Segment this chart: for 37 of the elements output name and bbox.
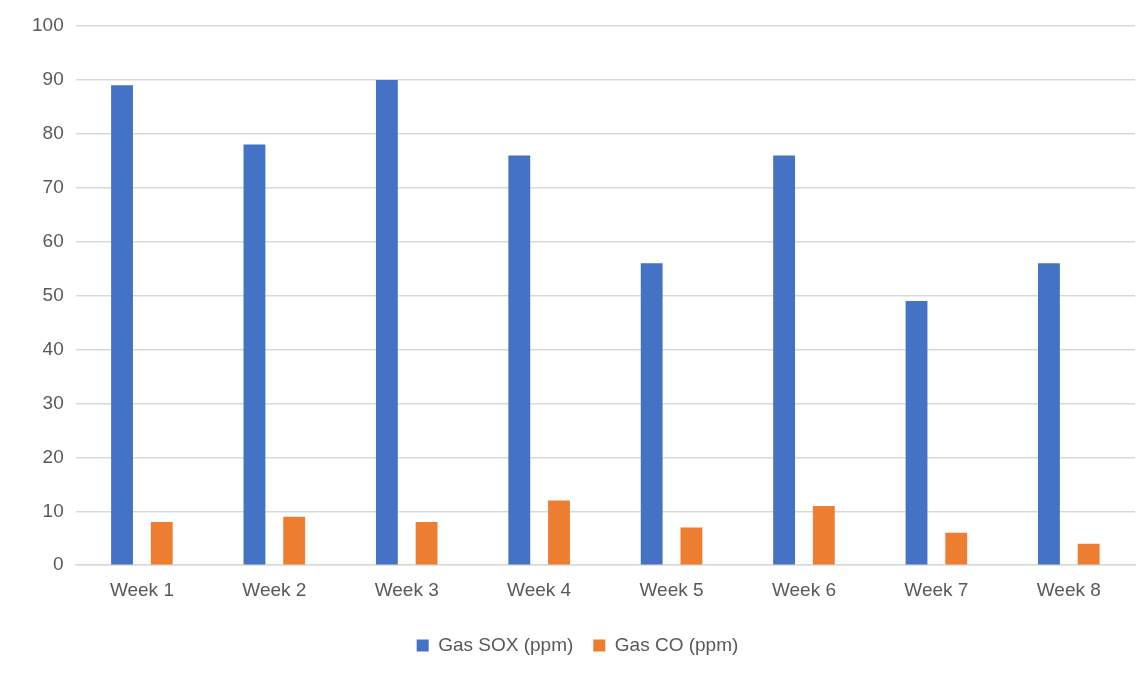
y-tick-label: 80: [42, 122, 64, 144]
x-tick-label: Week 2: [242, 578, 307, 600]
legend-label: Gas SOX (ppm): [438, 633, 574, 655]
bar: [905, 300, 928, 565]
x-tick-label: Week 3: [374, 578, 439, 600]
y-tick-label: 30: [42, 391, 64, 413]
x-tick-label: Week 7: [904, 578, 969, 600]
x-tick-label: Week 6: [771, 578, 837, 600]
y-tick-label: 10: [42, 499, 64, 521]
y-tick-label: 70: [42, 175, 64, 197]
y-tick-label: 90: [42, 68, 64, 90]
bar: [111, 85, 133, 565]
bar: [640, 263, 663, 565]
bar: [680, 527, 703, 565]
bar: [773, 155, 796, 565]
bar: [150, 522, 173, 565]
x-tick-label: Week 5: [639, 578, 704, 600]
bar: [1077, 543, 1100, 565]
bar: [508, 155, 531, 565]
y-tick-label: 60: [42, 229, 64, 251]
y-tick-label: 50: [42, 283, 64, 305]
bar: [548, 500, 570, 565]
bar: [243, 144, 266, 565]
bar: [375, 79, 398, 565]
bar: [1038, 263, 1060, 565]
x-tick-label: Week 4: [507, 578, 572, 600]
y-tick-label: 0: [53, 553, 64, 575]
bar: [283, 516, 306, 565]
y-tick-label: 20: [42, 445, 64, 467]
x-tick-label: Week 1: [109, 578, 174, 600]
legend-label: Gas CO (ppm): [614, 633, 739, 655]
bar: [812, 505, 835, 565]
bar: [945, 532, 968, 565]
y-tick-label: 100: [32, 14, 64, 36]
y-tick-label: 40: [42, 337, 64, 359]
bar: [415, 522, 438, 565]
x-tick-label: Week 8: [1036, 578, 1101, 600]
